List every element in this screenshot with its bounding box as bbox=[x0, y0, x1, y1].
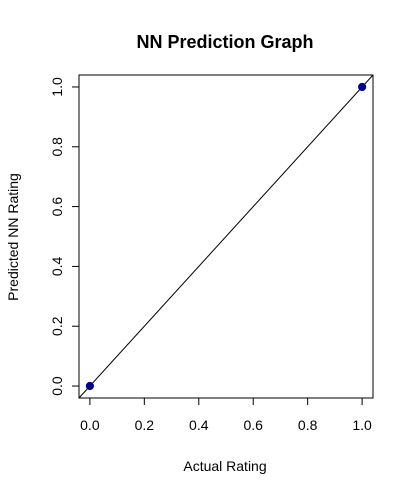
x-tick-label: 0.8 bbox=[298, 417, 318, 433]
data-point bbox=[85, 381, 94, 391]
chart-title: NN Prediction Graph bbox=[136, 32, 313, 52]
y-tick-label: 0.2 bbox=[49, 316, 65, 336]
plot-area bbox=[78, 74, 374, 399]
y-tick-label: 1.0 bbox=[49, 77, 65, 97]
x-tick-label: 0.0 bbox=[80, 417, 100, 433]
x-axis: 0.0 0.2 0.4 0.6 0.8 1.0 bbox=[80, 398, 372, 433]
x-tick-label: 1.0 bbox=[352, 417, 372, 433]
x-axis-label: Actual Rating bbox=[183, 458, 266, 474]
x-tick-label: 0.2 bbox=[135, 417, 155, 433]
identity-reference-line bbox=[78, 74, 374, 399]
x-tick-label: 0.4 bbox=[189, 417, 209, 433]
y-axis-label: Predicted NN Rating bbox=[5, 173, 21, 301]
y-tick-label: 0.4 bbox=[49, 256, 65, 276]
y-tick-label: 0.6 bbox=[49, 197, 65, 217]
y-tick-label: 0.0 bbox=[49, 376, 65, 396]
data-points bbox=[85, 82, 367, 391]
y-axis: 0.0 0.2 0.4 0.6 0.8 1.0 bbox=[49, 77, 79, 396]
y-tick-label: 0.8 bbox=[49, 137, 65, 157]
data-point bbox=[358, 82, 367, 92]
x-tick-label: 0.6 bbox=[243, 417, 263, 433]
